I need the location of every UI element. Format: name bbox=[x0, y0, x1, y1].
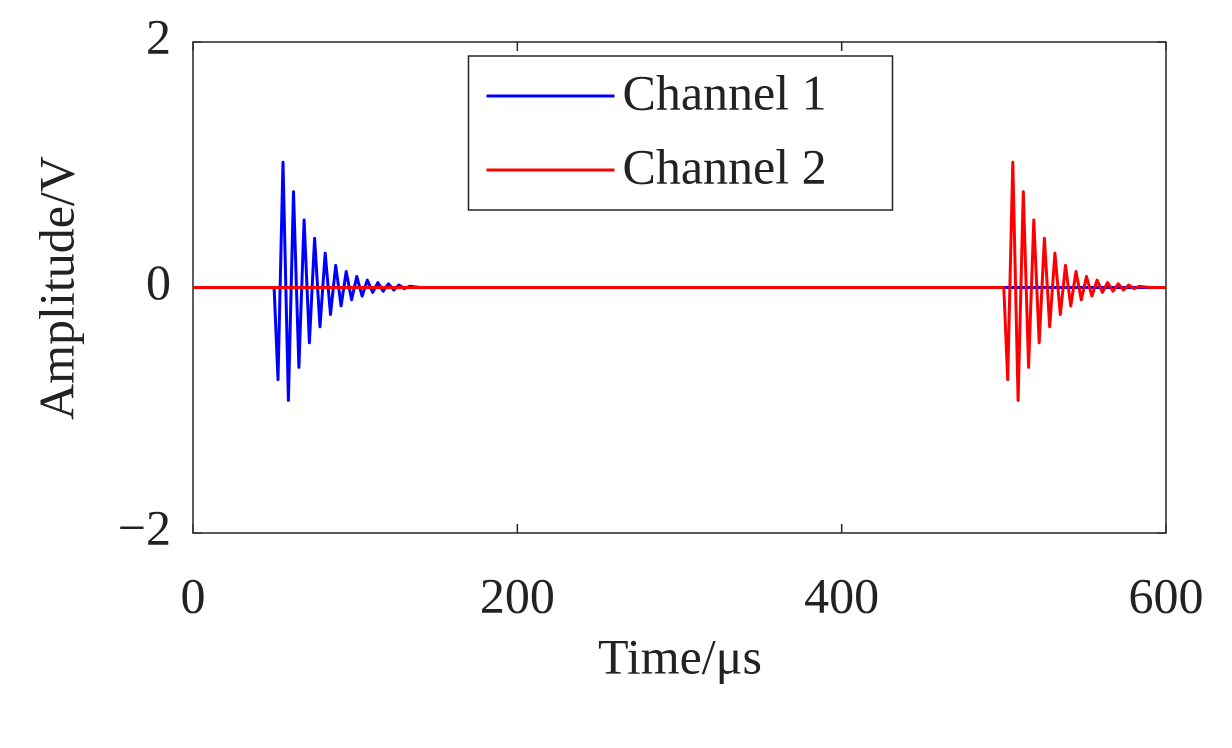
y-tick-label: −2 bbox=[118, 499, 171, 555]
y-tick-label: 0 bbox=[146, 254, 171, 310]
x-axis-label: Time/μs bbox=[598, 628, 762, 684]
legend-label: Channel 2 bbox=[623, 138, 827, 194]
x-tick-label: 400 bbox=[804, 567, 879, 623]
x-tick-label: 600 bbox=[1129, 567, 1204, 623]
x-tick-label: 0 bbox=[181, 567, 206, 623]
y-axis-label: Amplitude/V bbox=[28, 156, 84, 420]
x-tick-label: 200 bbox=[480, 567, 555, 623]
line-series bbox=[193, 160, 1166, 402]
y-tick-label: 2 bbox=[146, 8, 171, 64]
legend-label: Channel 1 bbox=[623, 64, 827, 120]
legend-box bbox=[467, 55, 894, 211]
